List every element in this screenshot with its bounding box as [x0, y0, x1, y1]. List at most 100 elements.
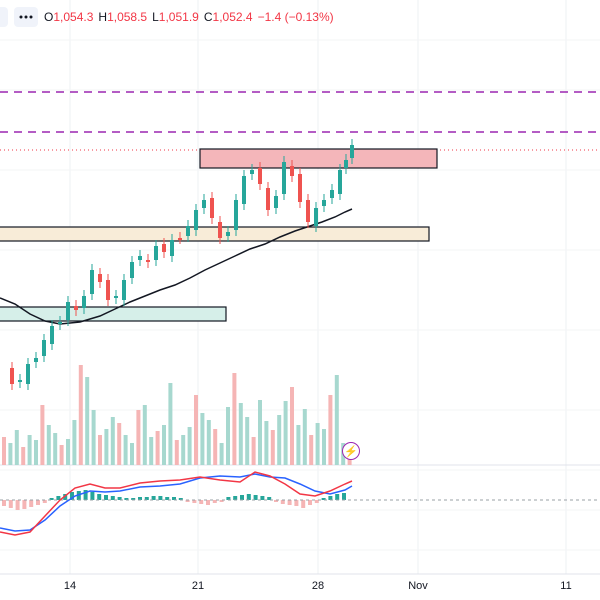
candle-body — [274, 196, 278, 208]
volume-bar — [21, 447, 26, 465]
candle-body — [146, 260, 150, 262]
volume-bar — [46, 425, 51, 465]
macd-histogram-bar — [253, 495, 258, 500]
volume-bar — [53, 433, 58, 465]
volume-bar — [155, 431, 160, 465]
candle-body — [122, 280, 126, 300]
candle-body — [18, 380, 22, 382]
macd-histogram-bar — [233, 496, 238, 500]
volume-bar — [283, 401, 288, 465]
macd-histogram-bar — [22, 500, 27, 509]
macd-histogram-bar — [97, 494, 102, 500]
macd-histogram-bar — [321, 498, 326, 500]
volume-bar — [34, 440, 38, 465]
ohlc-legend: O1,054.3 H1,058.5 L1,051.9 C1,052.4 −1.4… — [0, 4, 339, 30]
macd-histogram-bar — [158, 496, 163, 500]
candle-body — [154, 246, 158, 260]
candle-body — [106, 280, 110, 300]
candle-body — [258, 168, 262, 184]
candle-body — [114, 296, 118, 298]
macd-histogram-bar — [42, 500, 47, 503]
candle-body — [282, 162, 286, 194]
volume-bar — [187, 427, 192, 465]
candle-body — [194, 210, 198, 230]
volume-bar — [78, 365, 83, 465]
volume-bar — [162, 425, 166, 465]
macd-histogram-bar — [240, 495, 244, 500]
volume-bar — [277, 415, 282, 465]
volume-bar — [290, 387, 294, 465]
macd-histogram-bar — [165, 497, 170, 500]
volume-bar — [104, 429, 109, 465]
flash-icon[interactable]: ⚡ — [342, 442, 360, 460]
candle-body — [178, 238, 182, 240]
resistance-zone — [199, 148, 438, 169]
candle-body — [130, 262, 134, 278]
candle-body — [242, 176, 246, 204]
volume-bar — [8, 443, 13, 465]
macd-histogram-bar — [246, 494, 251, 500]
macd-histogram-bar — [287, 500, 292, 505]
volume-bar — [322, 429, 326, 465]
volume-bar — [85, 377, 90, 465]
macd-histogram-bar — [49, 498, 54, 500]
date-label-28: 28 — [311, 580, 325, 592]
volume-bar — [72, 420, 77, 465]
macd-histogram-bar — [90, 492, 95, 500]
candle-body — [66, 302, 70, 320]
candle-body — [338, 170, 342, 194]
candle-body — [298, 174, 302, 202]
volume-bar — [219, 443, 224, 465]
candle-body — [58, 322, 62, 324]
volume-bar — [168, 383, 173, 465]
candle-body — [42, 340, 46, 356]
candle-body — [170, 240, 174, 256]
macd-histogram-bar — [144, 497, 149, 500]
macd-histogram-bar — [29, 500, 34, 507]
date-label-21: 21 — [191, 580, 205, 592]
volume-bar — [2, 437, 6, 465]
candle-body — [90, 270, 94, 294]
more-dots-icon[interactable] — [14, 7, 38, 27]
candle-body — [350, 145, 354, 158]
macd-histogram-bar — [63, 494, 68, 500]
macd-histogram-bar — [219, 500, 224, 502]
macd-histogram-bar — [117, 497, 122, 500]
volume-bar — [328, 395, 333, 465]
volume-bar — [258, 400, 262, 465]
macd-histogram-bar — [178, 498, 183, 500]
volume-bar — [142, 405, 147, 465]
macd-histogram-bar — [267, 497, 272, 500]
volume-bar — [309, 435, 314, 465]
collapse-button[interactable] — [0, 7, 8, 27]
volume-bar — [27, 435, 32, 465]
candle-body — [210, 198, 214, 218]
volume-bar — [117, 423, 122, 465]
candle-body — [306, 200, 310, 222]
date-axis[interactable]: 14 21 28 Nov 11 — [0, 574, 600, 600]
macd-histogram-bar — [301, 500, 306, 508]
candle-body — [26, 364, 30, 384]
volume-bar — [181, 435, 186, 465]
volume-bar — [59, 445, 64, 465]
volume-bar — [296, 425, 301, 465]
macd-histogram-bar — [342, 493, 346, 500]
macd-histogram-bar — [199, 500, 204, 504]
date-label-nov: Nov — [408, 580, 428, 592]
candle-body — [162, 244, 166, 252]
candle-body — [290, 166, 294, 176]
volume-bar — [251, 437, 256, 465]
macd-histogram-bar — [226, 497, 231, 500]
volume-bar — [130, 443, 134, 465]
macd-histogram-bar — [110, 496, 115, 500]
macd-histogram-bar — [172, 497, 176, 500]
volume-bar — [232, 373, 237, 465]
open-value: O1,054.3 — [44, 10, 94, 24]
volume-bar — [66, 439, 70, 465]
macd-histogram-bar — [70, 492, 74, 500]
candle-body — [186, 226, 190, 236]
macd-histogram-bar — [36, 500, 40, 505]
date-label-14: 14 — [63, 580, 77, 592]
macd-histogram-bar — [15, 500, 20, 510]
